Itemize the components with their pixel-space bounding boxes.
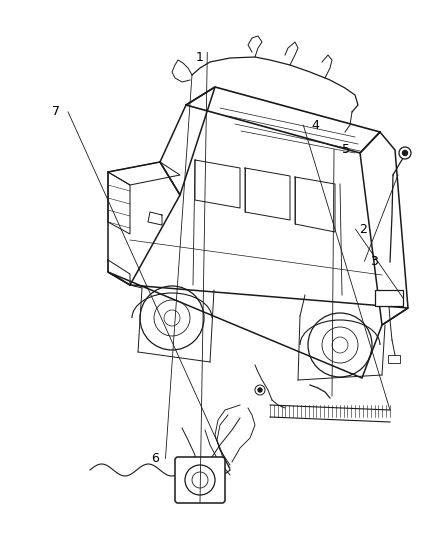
- Circle shape: [399, 147, 411, 159]
- Text: 6: 6: [152, 452, 159, 465]
- Text: 4: 4: [311, 119, 319, 132]
- Text: 3: 3: [371, 255, 378, 268]
- Text: 5: 5: [342, 143, 350, 156]
- Text: 2: 2: [360, 223, 367, 236]
- FancyBboxPatch shape: [175, 457, 225, 503]
- Circle shape: [403, 150, 407, 156]
- Circle shape: [258, 388, 262, 392]
- FancyBboxPatch shape: [375, 290, 403, 306]
- Text: 7: 7: [52, 106, 60, 118]
- Text: 1: 1: [195, 51, 203, 64]
- FancyBboxPatch shape: [388, 355, 400, 363]
